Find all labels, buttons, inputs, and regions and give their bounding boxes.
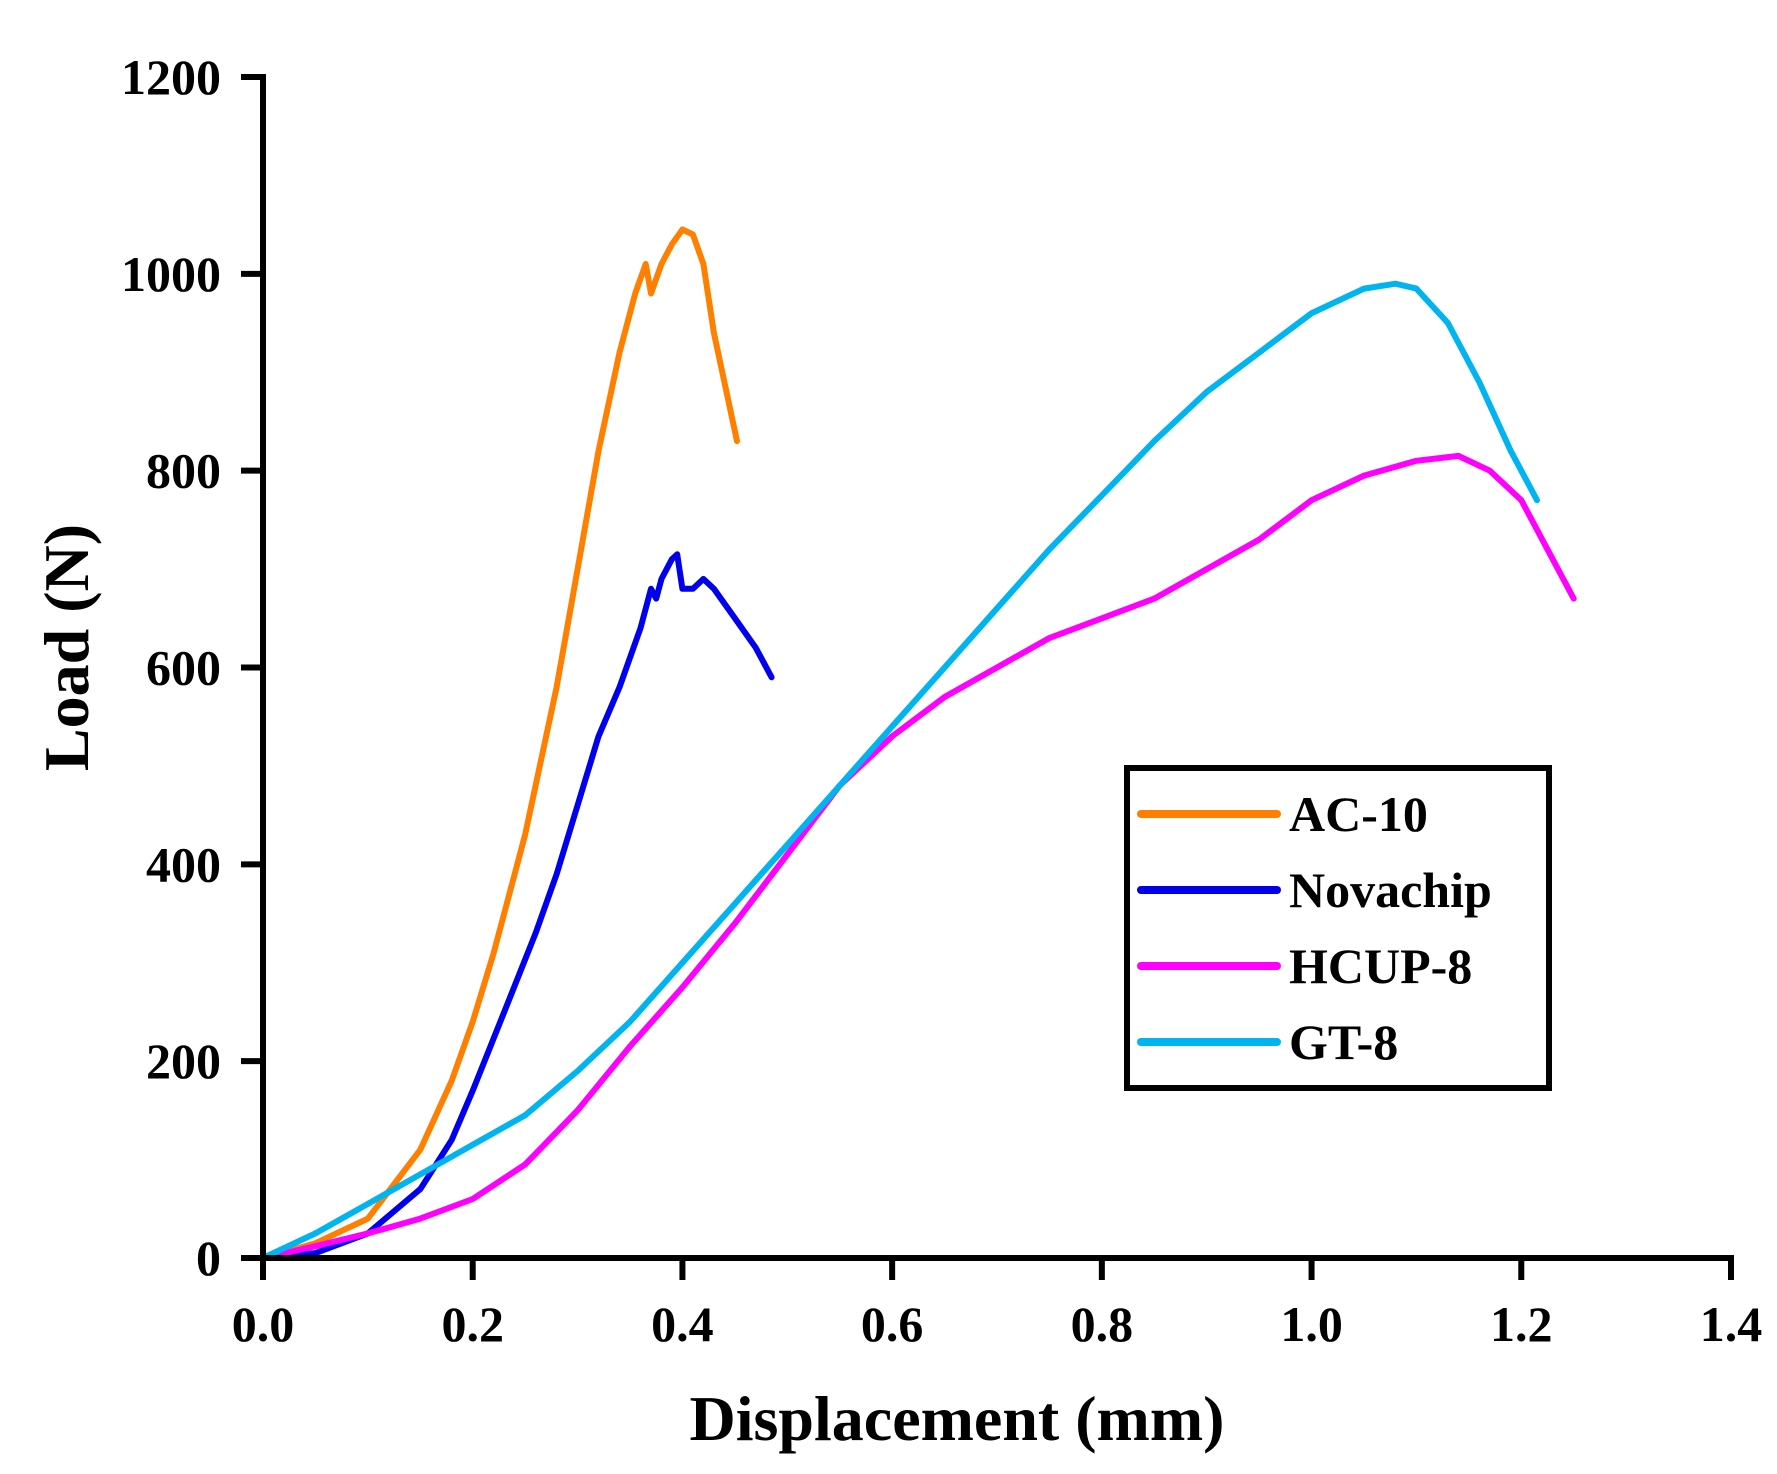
x-tick-label: 0.4 xyxy=(651,1296,714,1352)
legend-label: GT-8 xyxy=(1289,1014,1398,1070)
legend-box xyxy=(1124,765,1552,1091)
y-tick-label: 200 xyxy=(146,1033,221,1089)
y-tick-label: 400 xyxy=(146,836,221,892)
series-layer xyxy=(260,226,1577,1261)
series-line-hcup-8 xyxy=(260,452,1577,1261)
y-tick-label: 0 xyxy=(196,1230,221,1286)
x-tick-label: 0.0 xyxy=(232,1296,295,1352)
series-line-gt-8 xyxy=(260,280,1540,1261)
x-tick-label: 0.6 xyxy=(861,1296,924,1352)
x-tick-label: 1.4 xyxy=(1700,1296,1763,1352)
legend-label: Novachip xyxy=(1289,862,1492,918)
y-tick-label: 1200 xyxy=(121,49,221,105)
legend-items: AC-10 Novachip HCUP-8 GT-8 xyxy=(1137,786,1492,1070)
series-line-ac-10 xyxy=(260,226,740,1261)
y-tick-label: 800 xyxy=(146,443,221,499)
y-axis-title: Load (N) xyxy=(31,524,102,771)
y-ticks: 0 200 400 600 800 1000 1200 xyxy=(121,49,263,1286)
y-tick-label: 600 xyxy=(146,640,221,696)
x-tick-label: 0.8 xyxy=(1071,1296,1134,1352)
x-ticks: 0.0 0.2 0.4 0.6 0.8 1.0 1.2 1.4 xyxy=(232,1258,1763,1352)
axes-layer: 0.0 0.2 0.4 0.6 0.8 1.0 1.2 1.4 0 200 400 600 800 10… xyxy=(121,49,1762,1352)
series-line-novachip xyxy=(260,551,775,1261)
legend-label: AC-10 xyxy=(1289,786,1428,842)
x-tick-label: 1.2 xyxy=(1490,1296,1553,1352)
x-tick-label: 0.2 xyxy=(441,1296,504,1352)
x-tick-label: 1.0 xyxy=(1280,1296,1343,1352)
x-axis-title: Displacement (mm) xyxy=(690,1383,1225,1454)
legend-label: HCUP-8 xyxy=(1289,938,1472,994)
y-tick-label: 1000 xyxy=(121,246,221,302)
legend: AC-10 Novachip HCUP-8 GT-8 xyxy=(1124,765,1552,1091)
